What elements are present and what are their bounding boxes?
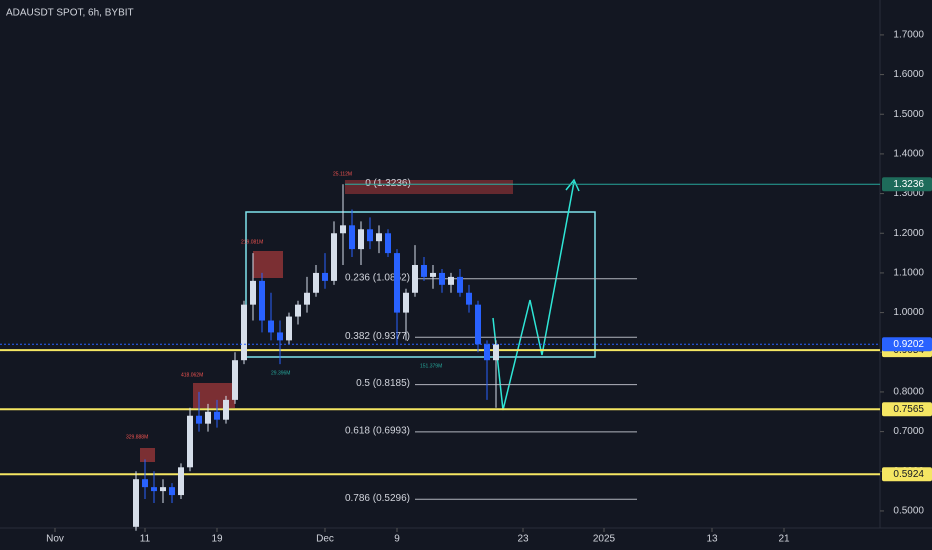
x-tick-label: Nov [46, 534, 64, 545]
candle-body [439, 272, 445, 285]
y-tick-label: 1.4000 [893, 149, 924, 160]
y-tick-label: 0.7000 [893, 426, 924, 437]
y-tick-label: 1.7000 [893, 30, 924, 41]
candle-body [403, 292, 409, 313]
candle-body [223, 399, 229, 420]
candle-body [214, 411, 220, 420]
x-tick-label: 21 [778, 534, 790, 545]
candle-body [142, 479, 148, 488]
candle-body [385, 233, 391, 254]
candle-body [466, 292, 472, 305]
candle-body [421, 264, 427, 277]
x-tick-label: 11 [140, 534, 151, 545]
y-tick-label: 0.5000 [893, 506, 924, 517]
annotation: 151.379M [420, 363, 442, 369]
x-tick-label: 9 [394, 534, 400, 545]
chart-title: ADAUSDT SPOT, 6h, BYBIT [6, 8, 134, 19]
candle-body [250, 280, 256, 305]
y-tick-label: 1.5000 [893, 109, 924, 120]
candle-body [376, 233, 382, 242]
fib-label: 0.236 (1.0852) [345, 272, 410, 283]
annotation: 25.112M [333, 171, 352, 177]
supply-zone [140, 448, 155, 462]
candle-body [475, 304, 481, 345]
candle-body [259, 280, 265, 321]
y-tick-label: 1.2000 [893, 228, 924, 239]
annotation: 29.396M [271, 370, 290, 376]
candle-body [133, 479, 139, 527]
y-tick-label: 1.6000 [893, 69, 924, 80]
candle-body [367, 229, 373, 242]
candle-body [313, 272, 319, 293]
annotation: 329.888M [126, 434, 148, 440]
candle-body [430, 272, 436, 277]
fib-label: 0.5 (0.8185) [356, 378, 410, 389]
candle-body [331, 233, 337, 281]
range-box [245, 211, 596, 358]
candle-body [187, 415, 193, 468]
x-tick-label: Dec [316, 534, 334, 545]
price-label: 0.7565 [893, 404, 924, 415]
price-label: 0.5924 [893, 469, 924, 480]
fib-label: 0.618 (0.6993) [345, 426, 410, 437]
y-tick-label: 1.0000 [893, 307, 924, 318]
price-label: 0.9202 [893, 339, 924, 350]
projection-path [492, 181, 575, 411]
candle-body [232, 360, 238, 400]
x-tick-label: 2025 [593, 534, 616, 545]
fib-label: 0.382 (0.9377) [345, 331, 410, 342]
x-tick-label: 23 [517, 534, 529, 545]
candle-body [394, 253, 400, 313]
price-label: 1.3236 [893, 179, 924, 190]
candle-body [457, 276, 463, 293]
candle-body [340, 225, 346, 234]
candle-body [160, 487, 166, 492]
candle-body [268, 320, 274, 333]
candle-body [241, 304, 247, 361]
x-tick-label: 13 [706, 534, 718, 545]
fib-label: 0.786 (0.5296) [345, 493, 410, 504]
price-label-bg [882, 337, 932, 352]
candle-body [151, 487, 157, 492]
candle-body [169, 487, 175, 496]
candle-body [412, 264, 418, 293]
x-tick-label: 19 [211, 534, 223, 545]
fib-label: 0 (1.3236) [365, 178, 411, 189]
fib-zero-box [345, 180, 513, 194]
annotation: 418.062M [181, 372, 203, 378]
annotations: 25.112M 219.081M 418.062M 329.888M 29.39… [126, 171, 442, 440]
price-label-bg [882, 402, 932, 417]
candle-body [277, 332, 283, 341]
candle-body [448, 276, 454, 285]
candle-body [493, 344, 499, 361]
candle-body [349, 225, 355, 250]
candle-body [286, 316, 292, 341]
candle-body [484, 344, 490, 361]
supply-zone [253, 251, 283, 278]
candle-body [322, 272, 328, 281]
candle-body [304, 292, 310, 305]
y-tick-label: 1.1000 [893, 268, 924, 279]
candle-body [178, 467, 184, 496]
y-tick-label: 1.3000 [893, 188, 924, 199]
candle-body [196, 415, 202, 424]
price-label-bg [882, 467, 932, 482]
candle-body [295, 304, 301, 317]
y-tick-label: 0.8000 [893, 387, 924, 398]
annotation: 219.081M [241, 239, 263, 245]
candle-body [205, 411, 211, 424]
price-label-bg [882, 177, 932, 192]
projection-arrow [565, 178, 580, 192]
candle-body [358, 229, 364, 250]
